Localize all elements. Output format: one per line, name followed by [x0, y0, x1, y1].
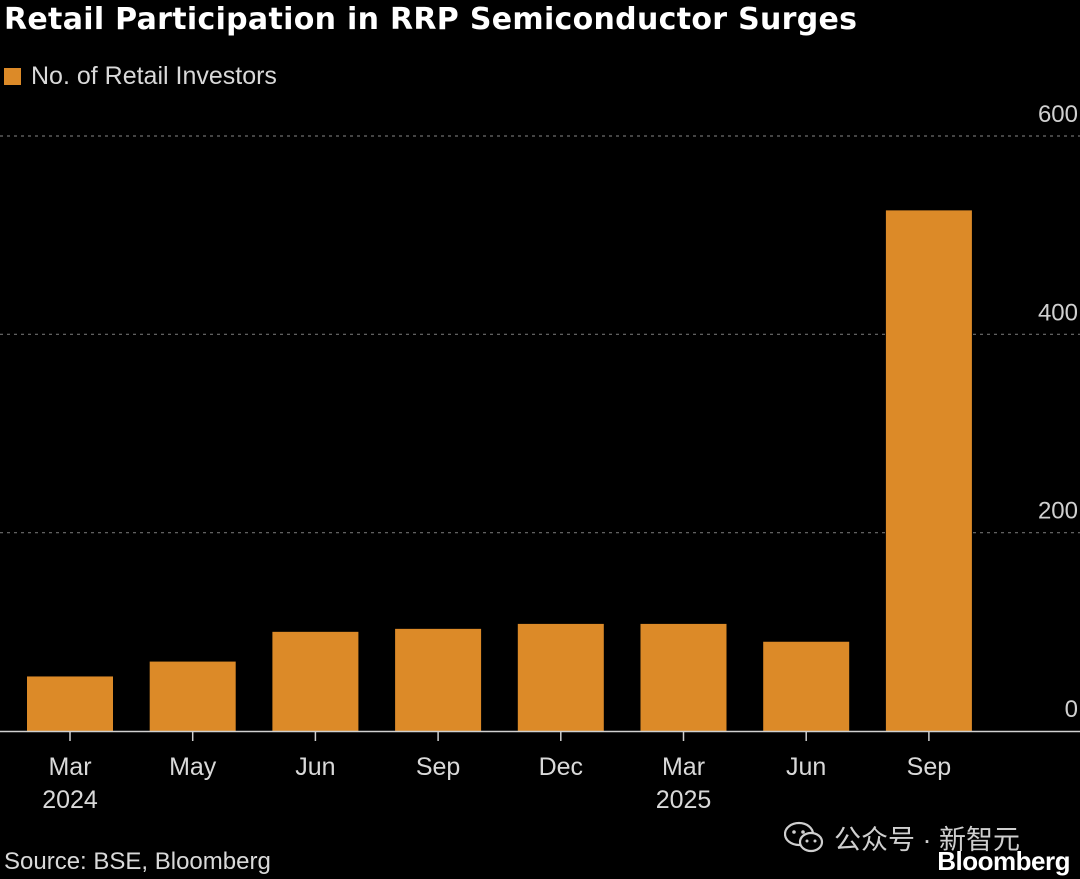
x-tick-label-3: Sep — [416, 753, 460, 781]
bar-6 — [763, 641, 850, 731]
y-tick-label-0: 0 — [1065, 696, 1078, 723]
legend: No. of Retail Investors — [4, 62, 277, 91]
x-tick-label-5: Mar — [662, 753, 705, 781]
x-tick-year-5: 2025 — [656, 786, 712, 814]
bar-3 — [395, 628, 482, 731]
source-note: Source: BSE, Bloomberg — [4, 848, 271, 875]
chart-title: Retail Participation in RRP Semiconducto… — [4, 2, 858, 37]
x-tick-label-1: May — [169, 753, 217, 781]
x-tick-label-0: Mar — [48, 753, 91, 781]
legend-label: No. of Retail Investors — [31, 62, 277, 90]
bar-4 — [517, 623, 604, 731]
y-tick-label-200: 200 — [1038, 498, 1078, 525]
bar-0 — [27, 676, 113, 731]
wechat-icon — [784, 821, 824, 852]
x-tick-year-0: 2024 — [42, 786, 98, 814]
y-tick-label-600: 600 — [1038, 101, 1078, 128]
bar-7 — [885, 210, 972, 731]
bloomberg-logo: Bloomberg — [937, 846, 1070, 876]
bar-1 — [149, 661, 236, 731]
y-tick-label-400: 400 — [1038, 299, 1078, 326]
watermark-text: 公众号 · 新智元 — [834, 825, 1020, 855]
bar-5 — [640, 623, 727, 731]
wechat-watermark: 公众号 · 新智元 — [784, 818, 1020, 857]
x-tick-label-6: Jun — [786, 753, 826, 781]
x-tick-label-2: Jun — [295, 753, 335, 781]
bar-2 — [272, 631, 359, 731]
legend-swatch — [4, 68, 21, 85]
x-tick-label-4: Dec — [539, 753, 583, 781]
x-tick-label-7: Sep — [907, 753, 951, 781]
